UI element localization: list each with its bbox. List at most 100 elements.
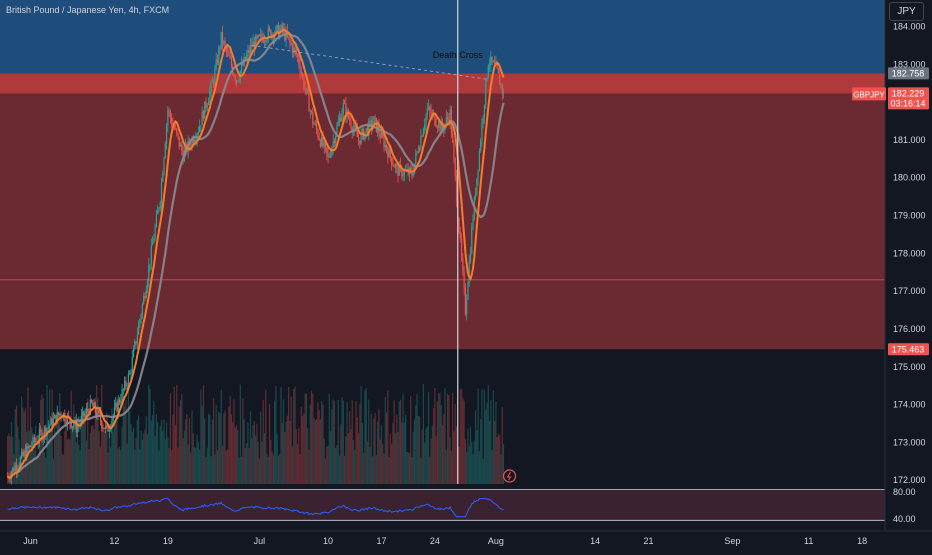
candle-body xyxy=(167,110,169,126)
volume-bar xyxy=(196,434,198,484)
volume-bar xyxy=(164,439,166,484)
candle-body xyxy=(424,124,426,130)
volume-bar xyxy=(281,422,283,484)
candle-body xyxy=(440,121,442,131)
volume-bar xyxy=(191,410,193,484)
volume-bar xyxy=(207,413,210,484)
candle-body xyxy=(246,54,248,60)
candle-body xyxy=(370,120,372,128)
candle-body xyxy=(191,138,193,147)
candle-body xyxy=(173,125,175,129)
volume-bar xyxy=(223,413,225,484)
volume-bar xyxy=(492,390,494,484)
volume-bar xyxy=(22,407,24,484)
candle-body xyxy=(179,144,182,147)
candle-body xyxy=(472,218,474,228)
candle-body xyxy=(359,140,361,144)
candle-body xyxy=(192,138,194,143)
candle-body xyxy=(293,47,295,53)
volume-bar xyxy=(435,436,437,484)
volume-bar xyxy=(246,443,248,484)
volume-bar xyxy=(54,427,56,484)
volume-bar xyxy=(482,458,484,484)
candle-body xyxy=(309,110,311,112)
volume-bar xyxy=(375,455,377,484)
candle-body xyxy=(137,324,140,335)
candle-body xyxy=(14,465,16,472)
volume-bar xyxy=(71,427,74,484)
candle-body xyxy=(118,399,121,403)
volume-bar xyxy=(295,429,297,484)
volume-bar xyxy=(271,451,273,484)
candle-body xyxy=(22,451,24,456)
candle-body xyxy=(214,69,216,85)
candle-body xyxy=(56,412,58,424)
candle-body xyxy=(247,50,249,55)
volume-bar xyxy=(113,419,116,484)
candle-body xyxy=(213,81,215,85)
candle-body xyxy=(73,425,75,427)
volume-bar xyxy=(313,417,315,484)
volume-bar xyxy=(99,446,102,484)
volume-bar xyxy=(52,458,55,484)
candle-body xyxy=(486,77,488,81)
price-tick-label: 177.000 xyxy=(893,286,926,296)
volume-bar xyxy=(108,433,110,484)
volume-bar xyxy=(202,385,205,484)
volume-bar xyxy=(377,421,379,484)
volume-bar xyxy=(309,404,311,484)
volume-bar xyxy=(490,400,492,484)
price-tick-label: 174.000 xyxy=(893,400,926,410)
volume-bar xyxy=(351,400,353,484)
volume-bar xyxy=(431,425,433,484)
volume-bar xyxy=(378,408,380,484)
volume-bar xyxy=(94,397,96,484)
volume-bar xyxy=(68,438,70,484)
volume-bar xyxy=(204,418,206,484)
volume-bar xyxy=(450,450,453,484)
candle-body xyxy=(227,50,229,52)
volume-bar xyxy=(101,384,103,484)
volume-bar xyxy=(137,415,140,484)
volume-bar xyxy=(244,448,247,484)
candle-body xyxy=(265,40,267,42)
volume-bar xyxy=(389,433,391,484)
volume-bar xyxy=(7,435,9,484)
candle-body xyxy=(321,136,323,147)
candle-body xyxy=(497,68,500,74)
candle-body xyxy=(261,34,263,39)
volume-bar xyxy=(426,426,428,484)
rsi-tick-label: 40.00 xyxy=(893,514,916,524)
candle-body xyxy=(436,126,439,128)
symbol-tag-text: GBPJPY xyxy=(853,90,885,99)
volume-bar xyxy=(117,448,119,484)
candle-body xyxy=(289,37,291,43)
volume-bar xyxy=(388,456,390,484)
volume-bar xyxy=(59,392,61,484)
currency-button[interactable]: JPY xyxy=(889,2,924,21)
rsi-band xyxy=(0,489,885,521)
volume-bar xyxy=(379,439,381,484)
volume-bar xyxy=(335,447,337,484)
candle-body xyxy=(467,283,469,300)
candle-body xyxy=(294,47,296,50)
volume-bar xyxy=(421,429,423,484)
volume-bar xyxy=(178,406,180,484)
candle-body xyxy=(139,319,141,325)
candle-body xyxy=(275,26,277,35)
volume-bar xyxy=(229,395,231,484)
candle-body xyxy=(101,421,103,428)
candle-body xyxy=(240,63,243,71)
volume-bar xyxy=(224,410,226,484)
candle-body xyxy=(324,142,327,148)
volume-bar xyxy=(345,436,347,484)
candle-body xyxy=(394,165,397,168)
lightning-icon xyxy=(506,471,512,481)
candle-body xyxy=(270,29,272,39)
volume-bar xyxy=(298,428,300,484)
alert-icon[interactable] xyxy=(502,469,517,483)
candle-body xyxy=(388,148,390,158)
